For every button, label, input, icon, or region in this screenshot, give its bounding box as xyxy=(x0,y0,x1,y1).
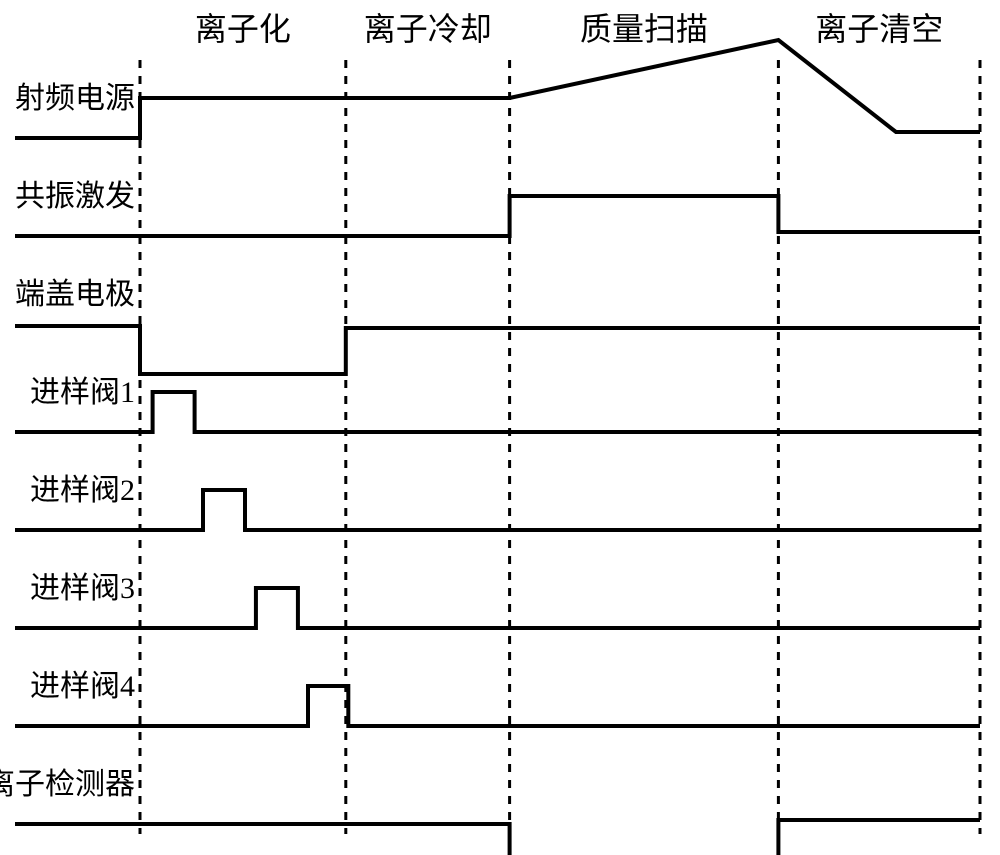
phase-label: 质量扫描 xyxy=(580,11,708,47)
phase-label: 离子化 xyxy=(195,11,291,47)
row-label: 进样阀2 xyxy=(30,474,135,507)
row-label: 离子检测器 xyxy=(0,768,135,801)
timing-svg: 离子化 离子冷却 质量扫描 离子清空射频电源共振激发端盖电极进样阀1 进样阀2 进样阀3 进… xyxy=(0,0,1000,855)
row-label: 端盖电极 xyxy=(15,278,135,311)
row-label: 共振激发 xyxy=(15,180,135,213)
phase-label: 离子清空 xyxy=(815,11,943,47)
row-label: 进样阀3 xyxy=(30,572,135,605)
row-label: 射频电源 xyxy=(15,82,135,115)
phase-label: 离子冷却 xyxy=(364,11,492,47)
row-label: 进样阀1 xyxy=(30,376,135,409)
row-label: 进样阀4 xyxy=(30,670,135,703)
timing-diagram: 离子化 离子冷却 质量扫描 离子清空射频电源共振激发端盖电极进样阀1 进样阀2 进样阀3 进… xyxy=(0,0,1000,855)
